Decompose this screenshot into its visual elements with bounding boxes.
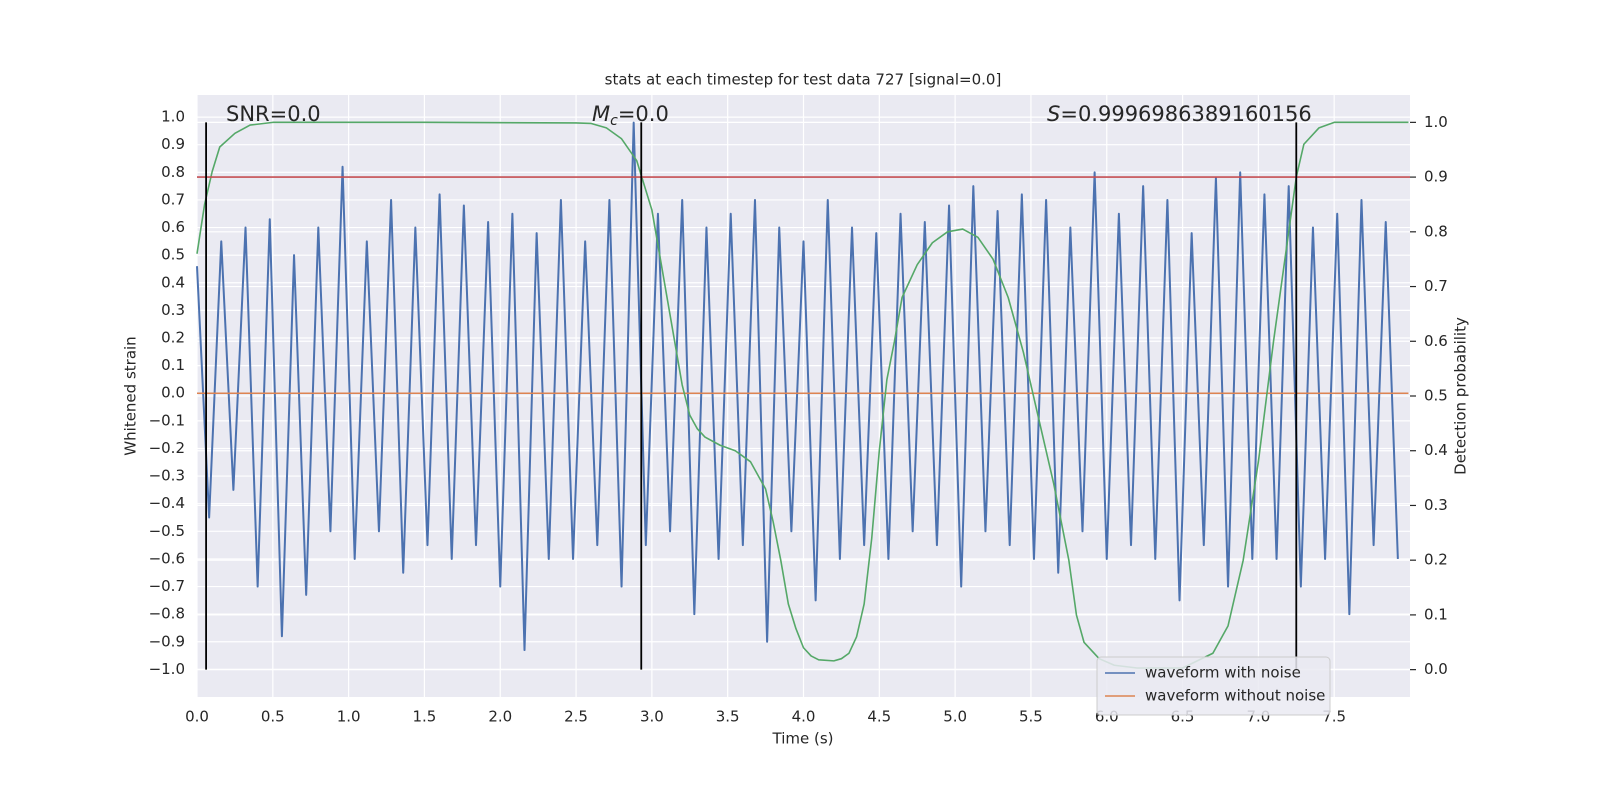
y2-tick-label: 1.0 <box>1424 113 1448 131</box>
y-tick-label: −0.6 <box>149 549 185 567</box>
x-axis-label: Time (s) <box>772 730 834 748</box>
y-tick-label: 0.3 <box>161 301 185 319</box>
annotation-text: =0.9996986389160156 <box>1060 102 1311 126</box>
x-tick-label: 0.0 <box>185 708 209 726</box>
y-axis-label: Whitened strain <box>122 336 140 455</box>
x-tick-label: 5.0 <box>943 708 967 726</box>
y2-tick-label: 0.4 <box>1424 441 1448 459</box>
y-tick-label: 0.4 <box>161 273 185 291</box>
y2-tick-label: 0.8 <box>1424 222 1448 240</box>
y-tick-label: 0.1 <box>161 356 185 374</box>
y-tick-label: 0.5 <box>161 246 185 264</box>
x-tick-label: 4.5 <box>867 708 891 726</box>
x-tick-label: 2.0 <box>488 708 512 726</box>
y2-axis-label: Detection probability <box>1452 317 1470 475</box>
annotation: SNR=0.0 <box>226 102 321 126</box>
legend-box <box>1096 656 1331 716</box>
y-tick-label: 0.9 <box>161 135 185 153</box>
y-tick-label: 0.6 <box>161 218 185 236</box>
y-tick-label: −0.1 <box>149 411 185 429</box>
y-tick-label: −1.0 <box>149 660 185 678</box>
y-tick-label: −0.7 <box>149 577 185 595</box>
y-tick-label: 0.2 <box>161 329 185 347</box>
x-tick-label: 0.5 <box>261 708 285 726</box>
chart-title: stats at each timestep for test data 727… <box>605 71 1002 89</box>
y-tick-label: 0.7 <box>161 190 185 208</box>
x-tick-label: 5.5 <box>1019 708 1043 726</box>
y2-tick-label: 0.5 <box>1424 387 1448 405</box>
annotation-symbol: S <box>1047 102 1060 126</box>
y-tick-label: 0.8 <box>161 163 185 181</box>
annotation-subscript: c <box>610 113 618 129</box>
y-tick-label: 1.0 <box>161 108 185 126</box>
annotation-text: SNR=0.0 <box>226 102 321 126</box>
annotation-text: =0.0 <box>618 102 669 126</box>
annotation-symbol: M <box>592 102 610 126</box>
y-tick-label: −0.2 <box>149 439 185 457</box>
x-tick-label: 1.5 <box>413 708 437 726</box>
y-tick-label: 0.0 <box>161 384 185 402</box>
y2-tick-label: 0.7 <box>1424 277 1448 295</box>
y-tick-label: −0.3 <box>149 467 185 485</box>
y2-tick-label: 0.2 <box>1424 551 1448 569</box>
y2-tick-label: 0.3 <box>1424 496 1448 514</box>
series-line <box>196 121 1399 652</box>
x-tick-label: 2.5 <box>564 708 588 726</box>
y2-tick-label: 0.9 <box>1424 168 1448 186</box>
y-tick-label: −0.8 <box>149 605 185 623</box>
y-tick-label: −0.9 <box>149 632 185 650</box>
x-tick-label: 3.5 <box>716 708 740 726</box>
annotation: S=0.9996986389160156 <box>1047 102 1312 126</box>
x-tick-label: 3.0 <box>640 708 664 726</box>
y-tick-label: −0.4 <box>149 494 185 512</box>
y2-tick-label: 0.6 <box>1424 332 1448 350</box>
y-tick-label: −0.5 <box>149 522 185 540</box>
y2-tick-label: 0.1 <box>1424 605 1448 623</box>
legend-label: waveform with noise <box>1145 664 1301 682</box>
legend-label: waveform without noise <box>1145 687 1325 705</box>
annotation: Mc=0.0 <box>592 102 669 129</box>
y2-tick-label: 0.0 <box>1424 660 1448 678</box>
x-tick-label: 4.0 <box>792 708 816 726</box>
x-tick-label: 1.0 <box>337 708 361 726</box>
